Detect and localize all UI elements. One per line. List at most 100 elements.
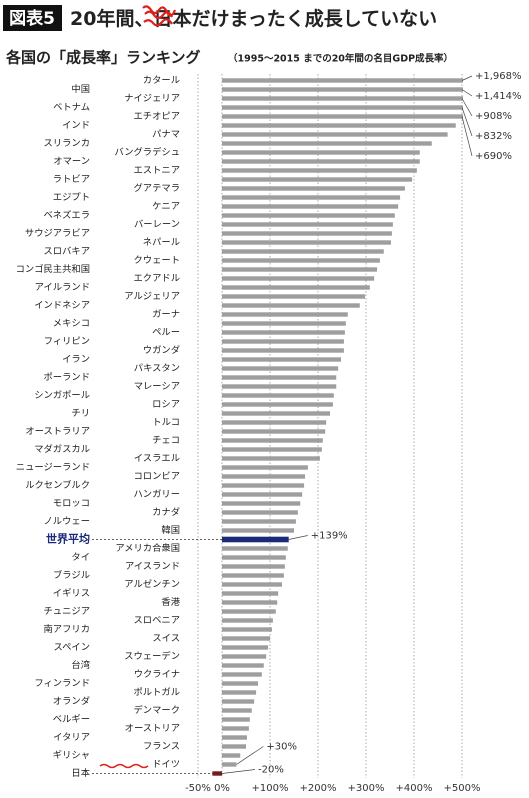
category-label: スイス	[152, 633, 180, 644]
bar	[222, 186, 405, 191]
bar	[222, 78, 463, 83]
x-tick-label: +400%	[396, 783, 433, 794]
category-label: スウェーデン	[124, 650, 180, 662]
category-label: マレーシア	[134, 381, 180, 392]
bar	[222, 600, 278, 605]
chart-subtitle: （1995～2015 までの20年間の名目GDP成長率）	[228, 53, 453, 65]
bar	[222, 222, 393, 227]
bar	[222, 726, 249, 731]
value-leader	[221, 769, 256, 774]
x-tick-label: 0%	[214, 783, 230, 794]
category-label: イギリス	[53, 588, 90, 599]
value-leader	[461, 107, 473, 137]
bar	[222, 330, 345, 335]
bar	[222, 402, 333, 407]
headline-part: 20年間、	[70, 7, 153, 30]
headline-part: だけまったく成長していない	[191, 7, 437, 30]
category-label: トルコ	[152, 417, 180, 428]
bar	[222, 276, 375, 281]
bar	[222, 168, 417, 173]
bar	[222, 672, 262, 677]
category-label: エクアドル	[134, 273, 181, 284]
category-label: ガーナ	[152, 309, 180, 320]
category-label: バングラデシュ	[114, 146, 180, 158]
value-label: +30%	[266, 742, 297, 753]
category-label: ベネズエラ	[44, 209, 91, 221]
category-label: パナマ	[152, 129, 180, 140]
bar	[222, 753, 241, 758]
value-label: +832%	[475, 131, 512, 142]
bar	[222, 573, 284, 578]
category-label: ブラジル	[53, 569, 90, 581]
bar	[222, 654, 267, 659]
category-label: メキシコ	[53, 318, 90, 329]
bar	[222, 510, 298, 515]
bar	[222, 213, 395, 218]
bar	[222, 303, 360, 308]
category-label: チリ	[71, 408, 90, 419]
bar	[222, 627, 272, 632]
bar	[222, 267, 378, 272]
category-label: 世界平均	[46, 532, 90, 546]
bar	[222, 195, 401, 200]
category-label: エジプト	[53, 192, 90, 203]
category-label: 南アフリカ	[44, 623, 91, 635]
bar	[222, 618, 273, 623]
category-label: シンガポール	[34, 390, 90, 401]
bar	[222, 177, 413, 182]
scribble	[142, 5, 177, 27]
bar	[222, 519, 296, 524]
bar	[222, 735, 247, 740]
bar	[222, 591, 279, 596]
category-label: ベルギー	[53, 714, 90, 725]
bar	[222, 357, 342, 362]
category-label: スリランカ	[44, 138, 91, 149]
category-label: ニュージーランド	[16, 462, 90, 473]
headline: 20年間、日本だけまったく成長していない	[70, 7, 437, 30]
category-label: 台湾	[71, 659, 90, 671]
bar	[222, 681, 258, 686]
bar	[222, 231, 392, 236]
category-label: パキスタン	[134, 363, 180, 374]
value-leader	[461, 89, 473, 97]
category-label: アルジェリア	[124, 291, 180, 302]
chart-title: 各国の「成長率」ランキング	[5, 49, 201, 67]
bar	[222, 249, 384, 254]
category-label: スペイン	[53, 642, 90, 653]
bar	[222, 492, 303, 497]
bar	[222, 366, 339, 371]
bar	[222, 204, 399, 209]
bar	[222, 384, 337, 389]
bar	[222, 420, 327, 425]
category-label: マダガスカル	[34, 443, 90, 455]
bar	[222, 285, 370, 290]
bar	[222, 501, 301, 506]
category-label: デンマーク	[134, 704, 181, 716]
category-label: オーストラリア	[25, 426, 90, 437]
bar	[222, 645, 269, 650]
bar	[222, 663, 264, 668]
bar	[222, 456, 320, 461]
category-label: エストニア	[134, 165, 181, 176]
category-label: ウクライナ	[134, 669, 180, 680]
category-label: オーストリア	[125, 723, 180, 734]
bar	[222, 348, 344, 353]
bar	[222, 438, 323, 443]
category-label: イスラエル	[134, 453, 180, 464]
category-label: カタール	[143, 75, 180, 86]
category-label: エチオピア	[134, 111, 181, 122]
category-label: ネパール	[143, 237, 180, 248]
category-label: モロッコ	[53, 498, 90, 509]
bar	[222, 312, 348, 317]
x-tick-label: -50%	[185, 783, 211, 794]
bar	[222, 483, 305, 488]
category-label: ナイジェリア	[124, 93, 180, 104]
badge: 図表5	[9, 8, 55, 29]
category-label: ドイツ	[152, 759, 180, 770]
bar	[222, 339, 344, 344]
x-tick-label: +200%	[300, 783, 337, 794]
category-label: ギリシャ	[53, 750, 90, 761]
scribble	[99, 763, 149, 769]
bar	[222, 411, 330, 416]
category-label: インド	[62, 120, 90, 131]
